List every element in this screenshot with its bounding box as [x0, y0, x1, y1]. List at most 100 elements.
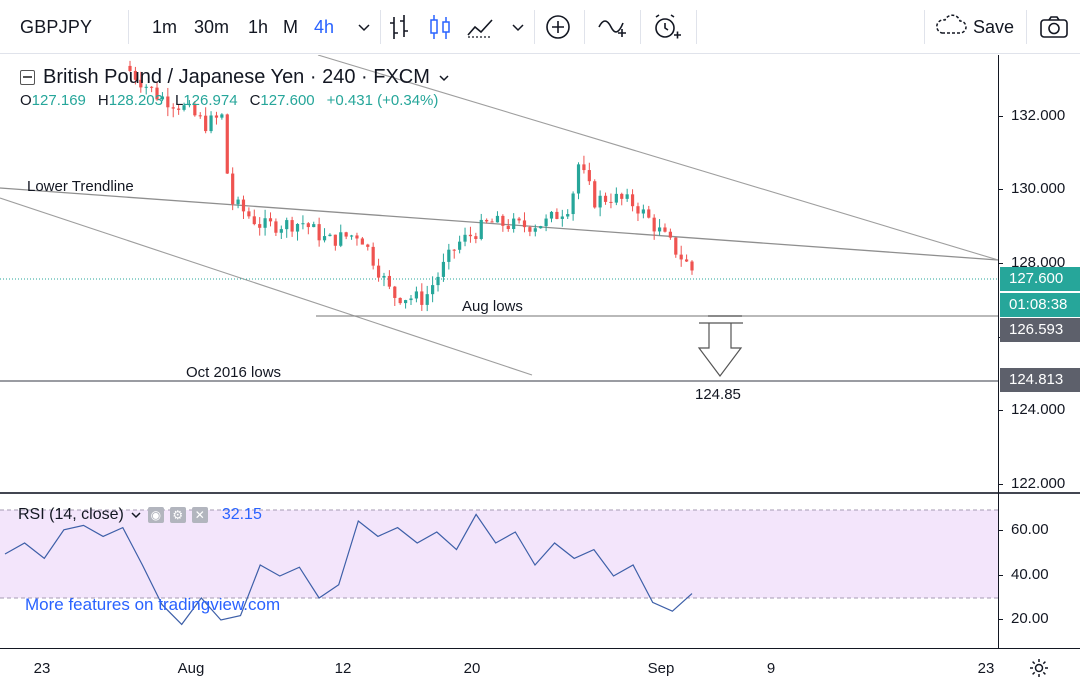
candle-body[interactable]: [647, 209, 651, 218]
candle-body[interactable]: [625, 194, 629, 199]
chevron-down-icon[interactable]: [502, 11, 534, 43]
candle-body[interactable]: [263, 218, 267, 228]
candle-body[interactable]: [360, 238, 364, 245]
candle-body[interactable]: [614, 193, 618, 203]
candle-body[interactable]: [241, 199, 246, 212]
candle-body[interactable]: [160, 96, 165, 100]
candle-body[interactable]: [630, 194, 635, 207]
candle-body[interactable]: [214, 115, 219, 118]
collapse-legend-icon[interactable]: [20, 70, 35, 85]
candle-body[interactable]: [150, 86, 154, 88]
candle-body[interactable]: [252, 216, 256, 225]
candle-body[interactable]: [312, 224, 316, 228]
candle-body[interactable]: [387, 275, 391, 287]
series-title[interactable]: British Pound / Japanese Yen · 240 · FXC…: [43, 66, 430, 88]
candle-body[interactable]: [539, 226, 543, 229]
candle-body[interactable]: [403, 300, 408, 304]
candle-body[interactable]: [495, 215, 500, 223]
candle-body[interactable]: [279, 229, 283, 233]
candle-body[interactable]: [366, 244, 370, 247]
target-label[interactable]: 124.85: [695, 386, 741, 403]
candle-body[interactable]: [236, 199, 240, 205]
candle-body[interactable]: [382, 275, 386, 278]
symbol-search[interactable]: GBPJPY: [20, 17, 93, 37]
candle-body[interactable]: [593, 181, 597, 208]
candle-body[interactable]: [490, 221, 494, 223]
price-chart[interactable]: [0, 55, 998, 492]
candle-body[interactable]: [485, 219, 489, 222]
candle-body[interactable]: [225, 114, 229, 174]
candle-body[interactable]: [177, 108, 181, 110]
candle-body[interactable]: [349, 235, 354, 237]
save-button[interactable]: Save: [973, 17, 1015, 37]
candle-body[interactable]: [560, 216, 564, 219]
candle-body[interactable]: [376, 265, 381, 278]
candles-style-icon[interactable]: [424, 11, 456, 43]
candle-body[interactable]: [458, 241, 462, 250]
candle-body[interactable]: [193, 104, 197, 116]
candle-body[interactable]: [452, 249, 456, 251]
candle-body[interactable]: [295, 223, 300, 232]
candle-body[interactable]: [609, 201, 613, 203]
aug-lows-label[interactable]: Aug lows: [462, 298, 523, 315]
close-icon[interactable]: ✕: [191, 507, 208, 523]
candle-body[interactable]: [355, 235, 359, 239]
rsi-title[interactable]: RSI (14, close): [18, 506, 124, 523]
add-indicator-icon[interactable]: [542, 11, 574, 43]
candle-body[interactable]: [128, 65, 132, 71]
candle-body[interactable]: [447, 249, 451, 262]
candle-body[interactable]: [398, 297, 402, 304]
candle-body[interactable]: [420, 291, 424, 305]
candle-body[interactable]: [414, 291, 419, 299]
candle-body[interactable]: [328, 234, 332, 237]
candle-body[interactable]: [571, 193, 575, 215]
candle-body[interactable]: [371, 246, 375, 266]
price-axis[interactable]: 132.000 130.000 128.000 126.000 124.000 …: [997, 55, 1080, 648]
candle-body[interactable]: [209, 115, 213, 132]
candle-body[interactable]: [285, 220, 289, 230]
timeframe-4h[interactable]: 4h: [314, 17, 335, 37]
candle-body[interactable]: [652, 217, 656, 232]
candle-body[interactable]: [555, 211, 559, 219]
candle-body[interactable]: [258, 224, 262, 228]
candle-body[interactable]: [290, 220, 294, 232]
candle-body[interactable]: [598, 195, 602, 208]
candle-body[interactable]: [501, 215, 505, 226]
timeframe-30m[interactable]: 30m: [194, 17, 230, 37]
compare-icon[interactable]: [596, 11, 628, 43]
candle-body[interactable]: [393, 286, 397, 298]
candle-body[interactable]: [636, 206, 640, 214]
candle-body[interactable]: [187, 104, 192, 106]
candle-body[interactable]: [409, 298, 413, 301]
area-style-icon[interactable]: [464, 11, 496, 43]
candle-body[interactable]: [198, 115, 202, 117]
lower-trendline[interactable]: [0, 187, 998, 261]
channel-support-line[interactable]: [0, 197, 533, 376]
candle-body[interactable]: [522, 220, 527, 228]
chevron-down-icon[interactable]: [438, 73, 450, 83]
candle-body[interactable]: [684, 259, 689, 262]
candle-body[interactable]: [171, 107, 175, 109]
chevron-down-icon[interactable]: [348, 11, 380, 43]
candle-body[interactable]: [339, 232, 343, 246]
timeframe-1m[interactable]: 1m: [152, 17, 178, 37]
candle-body[interactable]: [517, 218, 521, 221]
gear-icon[interactable]: ⚙: [169, 507, 186, 523]
candle-body[interactable]: [317, 224, 321, 241]
bars-style-icon[interactable]: [384, 11, 416, 43]
lower-trendline-label[interactable]: Lower Trendline: [27, 178, 134, 195]
rsi-pane[interactable]: [0, 494, 998, 648]
candle-body[interactable]: [220, 114, 224, 118]
candle-body[interactable]: [247, 211, 251, 217]
candle-body[interactable]: [301, 223, 305, 225]
candle-body[interactable]: [474, 236, 478, 239]
pane-separator[interactable]: [0, 492, 1080, 494]
cloud-save-icon[interactable]: [934, 11, 968, 43]
eye-icon[interactable]: ◉: [147, 507, 164, 523]
candle-body[interactable]: [166, 96, 170, 108]
candle-body[interactable]: [468, 234, 473, 237]
chevron-down-icon[interactable]: [130, 510, 142, 520]
candle-body[interactable]: [231, 173, 235, 205]
candle-body[interactable]: [533, 228, 537, 232]
candle-body[interactable]: [668, 231, 672, 238]
